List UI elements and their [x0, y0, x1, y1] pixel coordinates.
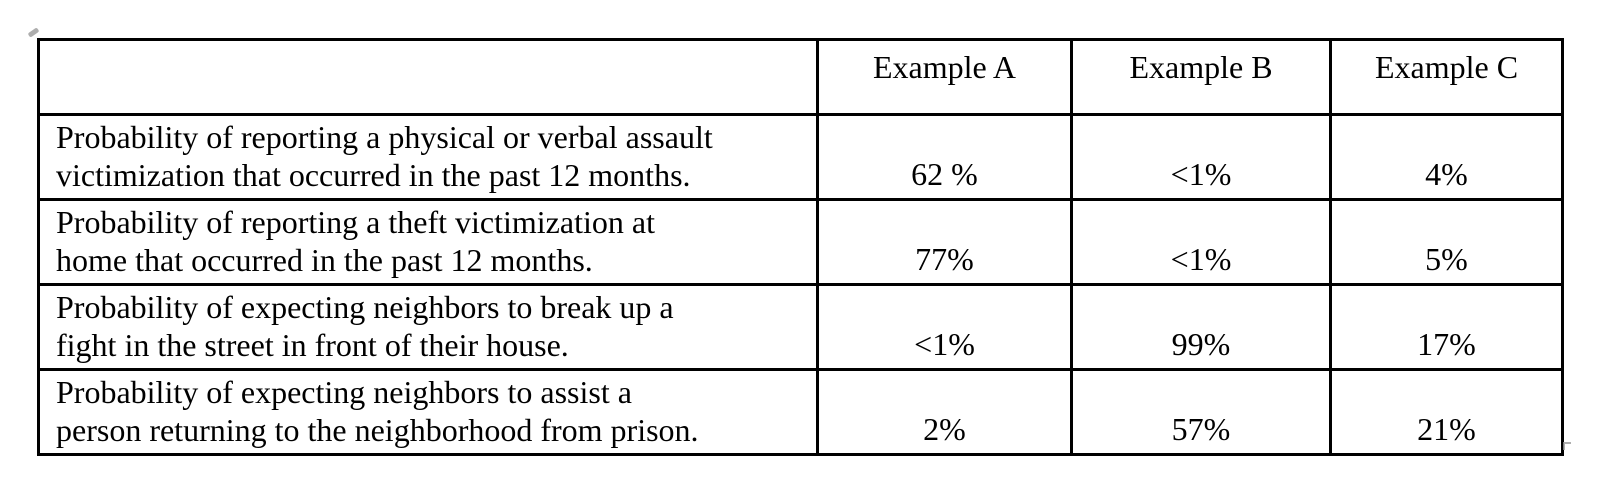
row-label-assault-victimization: Probability of reporting a physical or v… — [37, 113, 819, 201]
table-row: Probability of reporting a physical or v… — [37, 113, 1564, 201]
value-cell-c: 4% — [1329, 113, 1564, 201]
table-row: Probability of expecting neighbors to as… — [37, 368, 1564, 456]
table-header-row: Example A Example B Example C — [37, 38, 1564, 116]
value-cell-a: 2% — [816, 368, 1073, 456]
header-cell-example-a: Example A — [816, 38, 1073, 116]
table-resize-handle-icon — [1563, 442, 1571, 450]
header-cell-example-b: Example B — [1070, 38, 1332, 116]
value-cell-a: 77% — [816, 198, 1073, 286]
header-cell-example-c: Example C — [1329, 38, 1564, 116]
value-cell-a: 62 % — [816, 113, 1073, 201]
row-label-neighbors-break-up-fight: Probability of expecting neighbors to br… — [37, 283, 819, 371]
table-row: Probability of reporting a theft victimi… — [37, 198, 1564, 286]
value-cell-b: <1% — [1070, 198, 1332, 286]
probability-table: Example A Example B Example C Probabilit… — [37, 38, 1564, 456]
value-cell-c: 21% — [1329, 368, 1564, 456]
row-label-neighbors-assist-person: Probability of expecting neighbors to as… — [37, 368, 819, 456]
value-cell-b: 99% — [1070, 283, 1332, 371]
header-cell-empty — [37, 38, 819, 116]
value-cell-a: <1% — [816, 283, 1073, 371]
table-row: Probability of expecting neighbors to br… — [37, 283, 1564, 371]
value-cell-b: 57% — [1070, 368, 1332, 456]
value-cell-c: 5% — [1329, 198, 1564, 286]
value-cell-c: 17% — [1329, 283, 1564, 371]
row-label-theft-victimization: Probability of reporting a theft victimi… — [37, 198, 819, 286]
value-cell-b: <1% — [1070, 113, 1332, 201]
table-anchor-mark-icon — [27, 27, 40, 38]
